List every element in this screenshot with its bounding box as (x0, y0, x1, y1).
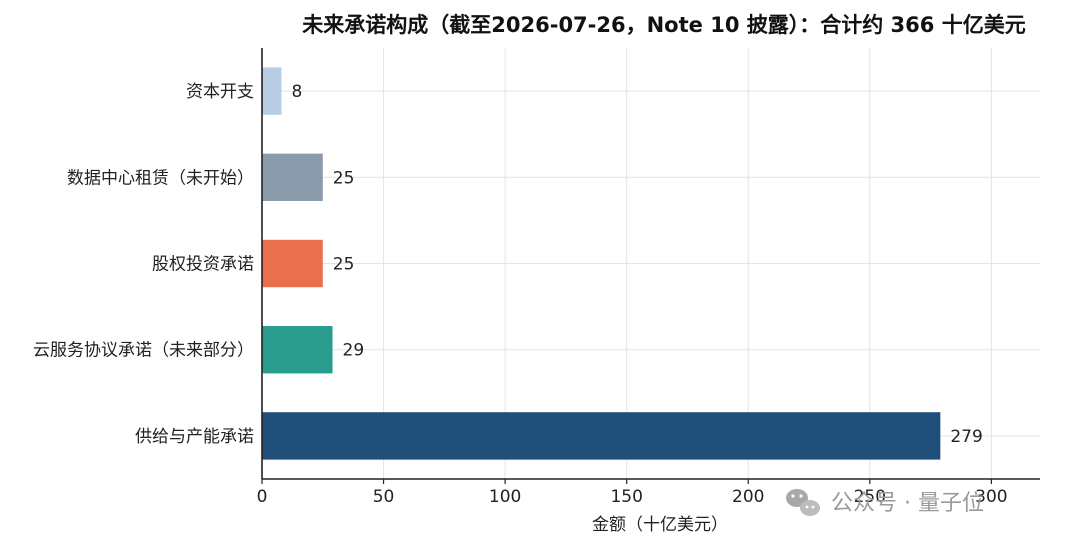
x-tick-label: 0 (257, 487, 268, 507)
bar (262, 153, 323, 202)
x-tick-label: 300 (975, 487, 1007, 507)
watermark-text: 公众号 · 量子位 (831, 491, 984, 516)
category-label: 供给与产能承诺 (135, 427, 254, 447)
category-label: 数据中心租赁（未开始） (67, 168, 254, 188)
x-tick-label: 50 (373, 487, 395, 507)
data-label: 29 (343, 341, 365, 361)
wechat-icon (786, 489, 820, 516)
category-label: 股权投资承诺 (152, 255, 254, 275)
x-tick-label: 200 (732, 487, 764, 507)
chart-title: 未来承诺构成（截至2026-07-26，Note 10 披露）：合计约 366 … (302, 13, 1025, 37)
x-tick-label: 100 (489, 487, 521, 507)
x-axis-title: 金额（十亿美元） (592, 515, 728, 535)
bar (262, 325, 333, 374)
data-label: 8 (291, 82, 302, 102)
bar (262, 67, 282, 115)
x-tick-label: 150 (610, 487, 642, 507)
category-label: 资本开支 (186, 82, 254, 102)
bar (262, 239, 323, 288)
data-label: 279 (950, 427, 982, 447)
bar (262, 412, 941, 460)
data-label: 25 (333, 168, 355, 188)
watermark: 公众号 · 量子位 (786, 489, 984, 516)
x-tick-label: 250 (854, 487, 886, 507)
x-tick-labels: 0 50 100 150 200 250 300 (257, 479, 1008, 507)
bars: 8 资本开支 25 数据中心租赁（未开始） 25 股权投资承诺 29 云服务协议承诺（未来部分… (33, 67, 983, 460)
data-label: 25 (333, 255, 355, 275)
category-label: 云服务协议承诺（未来部分） (33, 341, 254, 361)
